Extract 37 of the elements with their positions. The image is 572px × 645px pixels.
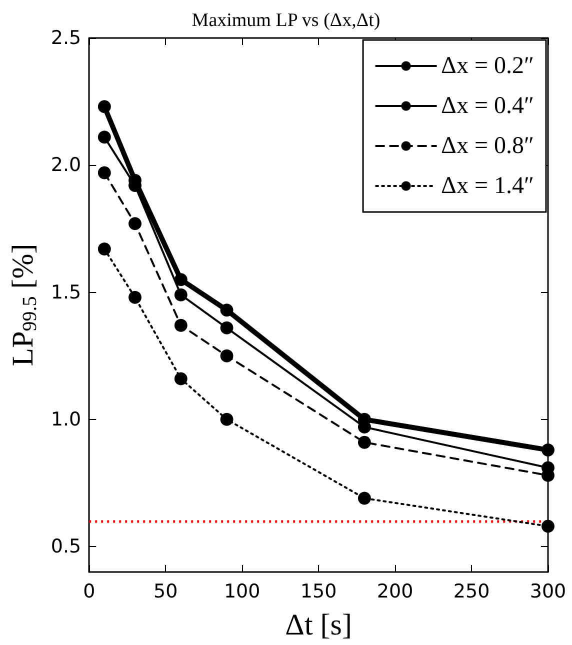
point [174, 273, 188, 286]
y-tick-label: 2.0 [50, 154, 82, 176]
x-tick-label: 250 [453, 580, 490, 602]
point [542, 520, 554, 533]
y-tick-label: 1.0 [50, 408, 82, 430]
point [98, 242, 111, 256]
y-tick-label: 1.5 [50, 281, 82, 304]
x-tick-label: 100 [224, 580, 260, 602]
point [174, 372, 188, 386]
y-tick-label: 0.5 [50, 536, 82, 558]
point [174, 318, 188, 332]
point [128, 217, 142, 230]
y-axis-title: LP99.5 [%] [6, 244, 41, 366]
y-tick-label: 2.5 [50, 27, 82, 49]
point [220, 321, 234, 334]
x-tick-label: 50 [154, 580, 178, 602]
x-axis-title: Δt [s] [285, 608, 352, 642]
legend-label: Δx = 0.8″ [441, 133, 534, 159]
point [174, 288, 188, 302]
point [220, 412, 234, 426]
point [98, 166, 111, 180]
point [98, 130, 111, 144]
x-tick-label: 0 [83, 580, 96, 602]
legend-label: Δx = 1.4″ [441, 173, 534, 199]
point [220, 304, 234, 317]
point [358, 436, 371, 449]
x-tick-label: 150 [300, 580, 337, 602]
point [128, 290, 142, 304]
point [98, 100, 111, 114]
point [358, 492, 371, 505]
legend-label: Δx = 0.2″ [441, 53, 534, 79]
chart-title: Maximum LP vs (Δx,Δt) [192, 10, 380, 31]
x-tick-label: 200 [376, 580, 414, 602]
legend-label: Δx = 0.4″ [441, 93, 534, 119]
x-tick-label: 300 [530, 580, 566, 602]
point [220, 349, 234, 362]
point [542, 443, 554, 456]
